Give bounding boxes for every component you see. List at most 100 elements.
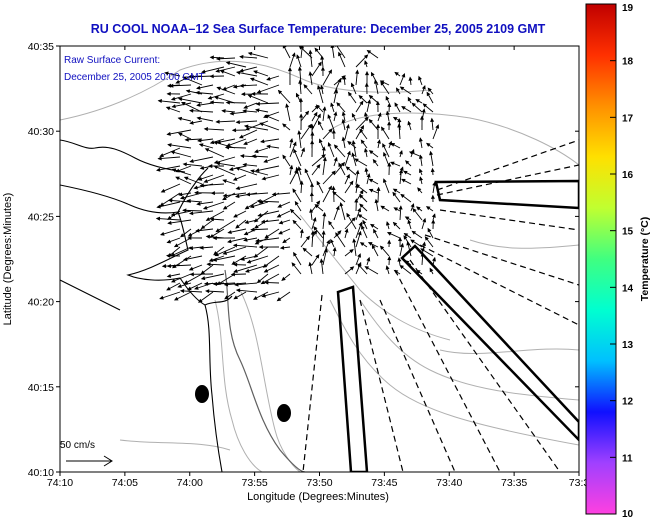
current-vector-head: [222, 250, 228, 255]
current-vector-head: [276, 213, 282, 218]
current-vector-head: [403, 235, 408, 240]
current-vector-head: [338, 51, 342, 57]
current-vector-head: [312, 216, 317, 222]
current-vector-head: [304, 110, 310, 116]
current-vector: [158, 156, 181, 160]
current-vector-head: [349, 180, 354, 186]
current-vector-head: [385, 95, 390, 101]
current-vector: [160, 228, 181, 236]
current-vector-head: [398, 205, 403, 210]
current-vector-head: [177, 116, 183, 121]
current-vector-head: [376, 123, 381, 128]
current-vector-head: [166, 264, 172, 269]
current-vector-head: [357, 263, 362, 268]
current-vector-head: [432, 256, 436, 262]
current-vector-head: [399, 264, 404, 270]
current-vector: [236, 120, 258, 123]
current-vector-head: [320, 84, 324, 90]
current-vector-head: [234, 282, 239, 287]
current-vector-head: [425, 206, 431, 211]
current-vector: [214, 141, 236, 149]
current-vector-head: [225, 100, 230, 105]
current-vector-head: [387, 239, 392, 244]
current-vector-head: [387, 255, 392, 261]
current-vector: [257, 200, 280, 203]
current-vector-head: [285, 103, 290, 108]
current-vector-head: [416, 206, 421, 211]
current-vector: [256, 237, 280, 242]
current-vector-head: [371, 244, 376, 250]
current-vector-head: [247, 51, 253, 56]
current-vector-head: [196, 102, 201, 107]
current-vector-head: [289, 164, 294, 170]
current-vector-head: [251, 154, 256, 159]
current-vector-head: [231, 260, 236, 265]
current-vector-head: [249, 77, 255, 82]
current-vector-head: [398, 236, 403, 242]
x-tick-label: 73:45: [371, 477, 397, 489]
current-vector-head: [382, 178, 387, 183]
current-vector-head: [246, 259, 252, 264]
current-vector-head: [213, 95, 219, 100]
current-vector-head: [232, 243, 238, 248]
current-vector-head: [235, 288, 241, 293]
map-background: [60, 46, 579, 472]
current-vector-head: [178, 192, 183, 197]
current-vector-head: [222, 193, 228, 198]
current-vector-head: [171, 168, 177, 173]
current-vector-head: [422, 241, 426, 247]
current-vector-head: [200, 276, 206, 281]
current-vector-head: [401, 106, 406, 110]
current-vector: [226, 138, 247, 147]
current-vector: [236, 289, 258, 293]
current-vector: [248, 52, 269, 59]
current-vector-head: [266, 76, 271, 81]
current-vector-head: [235, 194, 240, 199]
current-vector-head: [183, 176, 189, 181]
current-vector-head: [252, 296, 258, 300]
current-vector-head: [322, 156, 327, 162]
current-vector: [184, 273, 203, 284]
current-vector-head: [232, 84, 238, 89]
current-vector: [245, 120, 269, 131]
current-vector: [213, 282, 236, 285]
current-vector-head: [341, 111, 346, 116]
current-vector-head: [240, 256, 245, 261]
x-tick-label: 74:00: [177, 477, 203, 489]
current-vector-head: [407, 120, 412, 126]
y-tick-label: 40:30: [28, 126, 54, 138]
current-vector-head: [398, 149, 403, 155]
current-vector-head: [214, 252, 219, 257]
current-vector-head: [281, 276, 286, 281]
current-vector-head: [215, 68, 220, 73]
current-vector-head: [363, 111, 368, 117]
colorbar-tick-label: 14: [622, 283, 634, 294]
current-vector-head: [239, 83, 244, 88]
current-vector-head: [199, 165, 205, 170]
current-vector-head: [294, 200, 299, 206]
current-vector-head: [299, 113, 304, 118]
current-vector-head: [397, 257, 402, 262]
current-vector-head: [297, 166, 302, 171]
current-vector-head: [255, 238, 260, 243]
current-vector-head: [184, 137, 189, 142]
current-vector-head: [338, 162, 343, 168]
current-vector-head: [180, 233, 185, 238]
current-vector-head: [375, 100, 380, 106]
current-vector-head: [435, 124, 440, 129]
current-vector-head: [344, 228, 349, 233]
current-vector-head: [245, 268, 250, 273]
current-vector: [214, 165, 236, 176]
current-vector: [171, 210, 192, 216]
current-vector-head: [355, 169, 360, 175]
current-vector-head: [351, 217, 356, 222]
current-vector-head: [407, 96, 412, 102]
current-vector-head: [420, 248, 425, 253]
current-vector-head: [212, 281, 218, 286]
current-vector-head: [182, 208, 187, 213]
current-vector-head: [179, 288, 185, 294]
current-vector-head: [259, 199, 264, 204]
current-vector-head: [233, 213, 238, 218]
current-vector-head: [429, 267, 434, 273]
current-vector-head: [170, 278, 176, 283]
